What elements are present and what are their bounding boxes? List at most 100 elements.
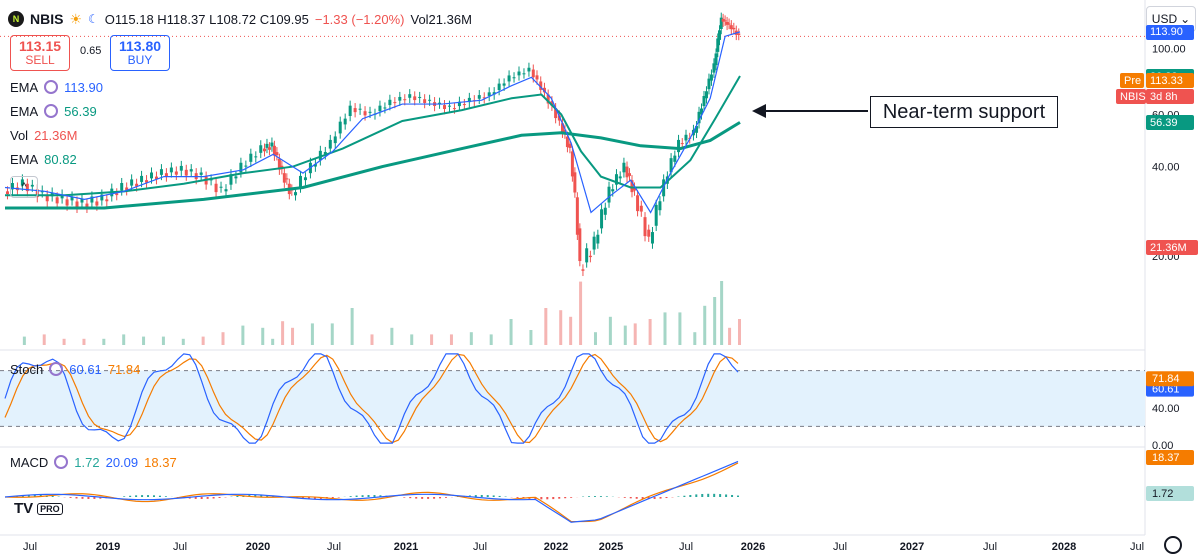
- candle-body: [234, 176, 238, 179]
- indicator-ema-fast[interactable]: EMA 113.90: [10, 78, 103, 96]
- indicator-name: EMA: [10, 79, 39, 95]
- macd-hist-bar: [313, 497, 316, 500]
- volume-bar: [623, 325, 627, 345]
- candle-body: [90, 196, 94, 203]
- candle-body: [719, 17, 723, 29]
- sun-icon: ☀: [69, 10, 83, 27]
- stoch-name: Stoch: [10, 361, 44, 377]
- macd-hist-bar: [236, 496, 239, 497]
- volume-bar: [720, 281, 724, 345]
- macd-hist-bar: [570, 497, 573, 498]
- macd-hist-bar: [135, 495, 138, 497]
- indicator-ema-slow[interactable]: EMA 56.39: [10, 102, 97, 120]
- candle-body: [611, 189, 615, 192]
- candle-body: [150, 172, 154, 179]
- candle-body: [358, 108, 362, 110]
- macd-hist-bar: [123, 496, 126, 497]
- indicator-volume[interactable]: Vol 21.36M: [10, 126, 77, 144]
- time-tick-label: 2027: [900, 541, 924, 553]
- candle-body: [592, 236, 596, 250]
- candle-body: [184, 169, 188, 176]
- candle-body: [80, 198, 84, 203]
- macd-hist-bar: [689, 495, 692, 497]
- candle-body: [328, 139, 332, 149]
- ema-fast-line: [4, 31, 741, 214]
- candle-body: [285, 178, 289, 180]
- gear-icon[interactable]: [1164, 536, 1182, 554]
- candle-body: [578, 228, 582, 262]
- candle-body: [560, 123, 564, 133]
- candle-body: [270, 142, 274, 147]
- sell-button[interactable]: 113.15 SELL: [10, 35, 70, 71]
- volume-bar: [569, 316, 573, 345]
- collapse-indicators-button[interactable]: ^: [10, 176, 38, 198]
- volume-bar: [142, 336, 146, 345]
- macd-hist-bar: [546, 497, 549, 500]
- price-label-ema-fast: 113.90: [1146, 24, 1194, 40]
- candle-body: [378, 105, 382, 112]
- stoch-d-value: 71.84: [107, 361, 141, 377]
- candle-body: [581, 269, 585, 271]
- candle-body: [462, 104, 466, 106]
- indicator-ema-mid[interactable]: EMA 80.82: [10, 150, 77, 168]
- macd-signal-line: [4, 462, 739, 523]
- macd-hist-bar: [403, 497, 406, 498]
- candle-body: [697, 111, 701, 124]
- candle-body: [20, 179, 24, 186]
- candle-body: [393, 102, 397, 104]
- time-tick-label: Jul: [1130, 541, 1144, 553]
- candle-body: [732, 27, 736, 30]
- candle-body: [600, 209, 604, 229]
- macd-hist-bar: [260, 494, 263, 497]
- macd-hist-bar: [147, 495, 150, 497]
- candle-body: [272, 145, 276, 156]
- candle-body: [343, 118, 347, 125]
- macd-hist-tag-text: 1.72: [1152, 488, 1173, 500]
- macd-hist-bar: [564, 497, 567, 499]
- macd-hist-bar: [707, 493, 710, 497]
- candle-body: [680, 143, 684, 145]
- logo-text: TV: [14, 500, 34, 517]
- candle-body: [30, 184, 34, 187]
- candle-body: [262, 148, 266, 152]
- candle-body: [323, 151, 327, 155]
- macd-hist-bar: [99, 497, 102, 499]
- macd-value: 20.09: [105, 454, 139, 470]
- macd-hist-bar: [731, 494, 734, 497]
- volume-bar: [608, 316, 612, 345]
- candle-body: [632, 187, 636, 191]
- symbol-price-tag: NBIS: [1116, 89, 1146, 104]
- macd-legend[interactable]: MACD 1.72 20.09 18.37: [10, 453, 177, 471]
- macd-hist-bar: [93, 497, 96, 499]
- macd-hist-bar: [194, 497, 197, 499]
- candle-body: [443, 105, 447, 110]
- candle-body: [282, 173, 286, 183]
- candle-body: [348, 105, 352, 116]
- candle-body: [457, 101, 461, 107]
- macd-hist-bar: [641, 497, 644, 500]
- macd-hist-bar: [331, 497, 334, 499]
- candle-body: [554, 108, 558, 119]
- candle-body: [539, 81, 543, 90]
- macd-hist-bar: [593, 496, 596, 497]
- candle-body: [313, 164, 317, 167]
- candle-body: [497, 83, 501, 91]
- volume-bar: [728, 327, 732, 345]
- volume-bar: [350, 308, 354, 345]
- refresh-icon: [44, 80, 59, 94]
- stoch-legend[interactable]: Stoch 60.61 71.84: [10, 360, 140, 378]
- volume-bar: [430, 334, 434, 345]
- candle-body: [725, 21, 729, 25]
- buy-button[interactable]: 113.80 BUY: [110, 35, 170, 71]
- symbol-name[interactable]: NBIS: [30, 11, 64, 27]
- indicator-name: EMA: [10, 151, 39, 167]
- macd-hist-bar: [409, 497, 412, 499]
- volume-bar: [648, 319, 652, 345]
- support-annotation[interactable]: Near-term support: [870, 96, 1058, 128]
- arrow-head: [752, 104, 766, 118]
- candle-body: [338, 121, 342, 134]
- macd-hist-bar: [498, 495, 501, 497]
- macd-hist-bar: [69, 497, 72, 498]
- macd-hist-bar: [81, 497, 84, 499]
